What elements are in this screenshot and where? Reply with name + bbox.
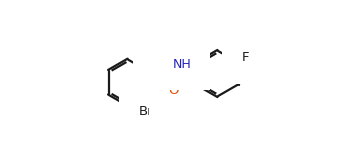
Text: NH: NH (172, 59, 191, 71)
Text: F: F (242, 51, 250, 64)
Text: Br: Br (139, 105, 153, 118)
Text: O: O (168, 84, 179, 97)
Text: O: O (152, 65, 163, 78)
